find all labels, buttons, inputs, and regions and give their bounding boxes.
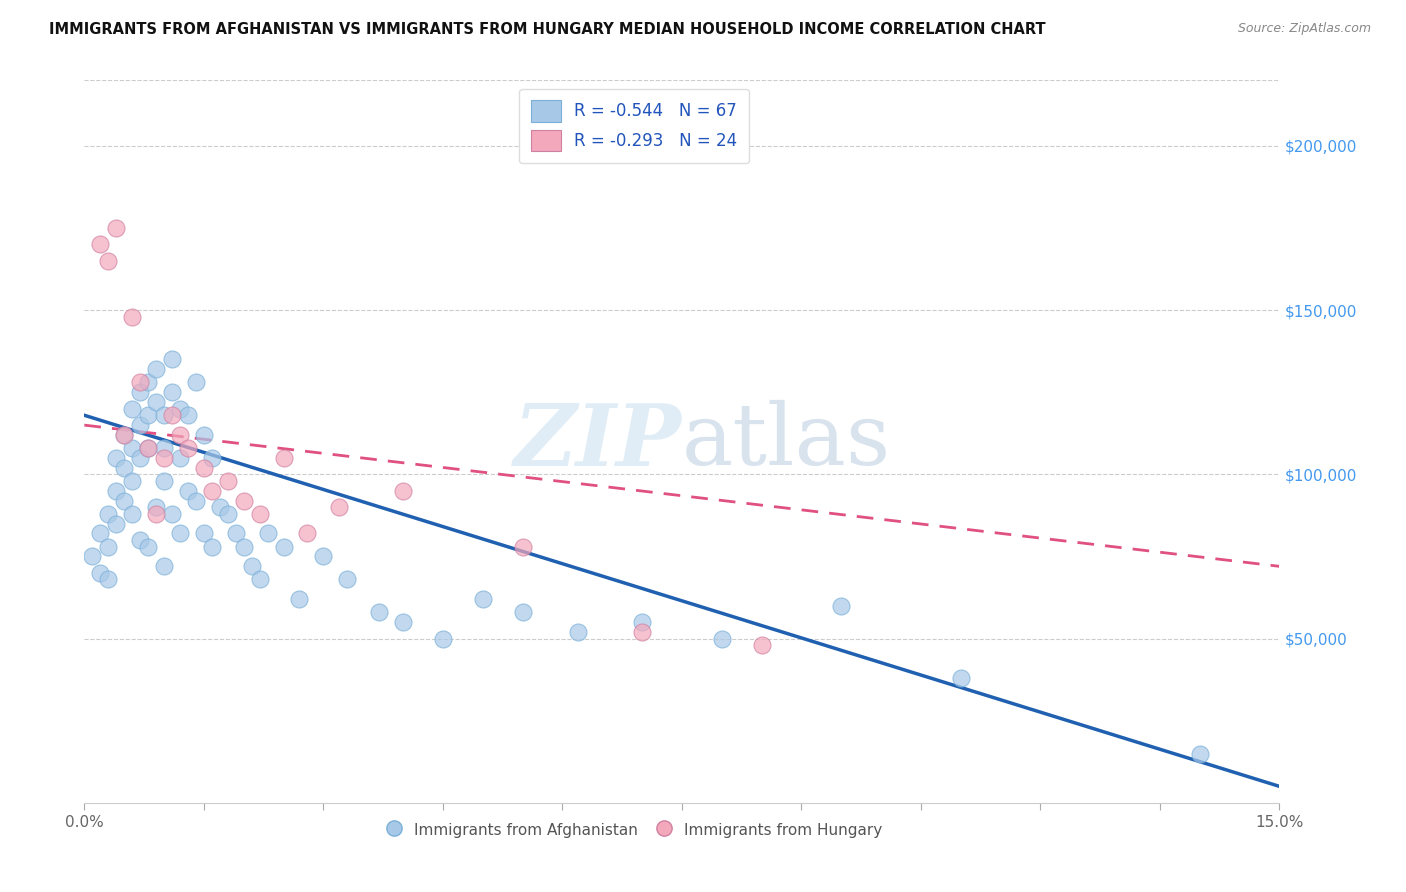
Point (121, 310, 143, 324)
Point (232, 540, 254, 554)
Point (177, 441, 200, 455)
Point (567, 625, 589, 640)
Point (232, 493, 254, 508)
Point (240, 559, 263, 574)
Point (105, 483, 128, 498)
Point (105, 516, 128, 531)
Point (129, 376, 152, 390)
Point (136, 441, 159, 455)
Point (112, 493, 135, 508)
Point (129, 533, 152, 547)
Point (512, 540, 534, 554)
Point (136, 376, 159, 390)
Point (177, 483, 200, 498)
Point (136, 409, 159, 423)
Point (153, 450, 176, 465)
Point (153, 409, 176, 423)
Point (631, 625, 654, 640)
Point (201, 483, 224, 498)
Text: ZIP: ZIP (515, 400, 682, 483)
Point (89, 237, 111, 252)
Point (160, 352, 183, 367)
Point (392, 483, 415, 498)
Point (145, 507, 167, 521)
Point (112, 460, 135, 475)
Point (89, 566, 111, 580)
Point (121, 441, 143, 455)
Point (217, 474, 239, 488)
Text: IMMIGRANTS FROM AFGHANISTAN VS IMMIGRANTS FROM HUNGARY MEDIAN HOUSEHOLD INCOME C: IMMIGRANTS FROM AFGHANISTAN VS IMMIGRANT… (49, 22, 1046, 37)
Point (112, 428, 135, 442)
Point (169, 428, 191, 442)
Point (121, 401, 143, 416)
Point (184, 493, 207, 508)
Point (145, 362, 167, 376)
Point (328, 500, 350, 515)
Point (121, 474, 143, 488)
Point (1188, 747, 1211, 761)
Point (129, 418, 152, 433)
Point (193, 428, 215, 442)
Point (201, 540, 224, 554)
Point (105, 221, 128, 235)
Point (217, 507, 239, 521)
Point (112, 428, 135, 442)
Point (136, 540, 159, 554)
Text: atlas: atlas (682, 400, 891, 483)
Point (97, 573, 120, 587)
Point (136, 441, 159, 455)
Point (129, 450, 152, 465)
Point (336, 573, 359, 587)
Point (471, 592, 494, 607)
Point (368, 605, 391, 619)
Point (432, 632, 454, 646)
Point (312, 549, 335, 564)
Point (392, 615, 415, 630)
Point (273, 540, 295, 554)
Point (160, 385, 183, 400)
Point (751, 638, 773, 652)
Point (225, 526, 247, 541)
Point (169, 526, 191, 541)
Point (710, 632, 733, 646)
Point (97, 540, 120, 554)
Point (193, 460, 215, 475)
Point (249, 573, 271, 587)
Text: Source: ZipAtlas.com: Source: ZipAtlas.com (1237, 22, 1371, 36)
Point (288, 592, 311, 607)
Point (160, 507, 183, 521)
Point (297, 526, 319, 541)
Point (201, 450, 224, 465)
Point (169, 450, 191, 465)
Point (184, 376, 207, 390)
Point (105, 450, 128, 465)
Point (949, 671, 972, 685)
Point (177, 409, 200, 423)
Point (121, 507, 143, 521)
Point (512, 605, 534, 619)
Point (256, 526, 278, 541)
Point (208, 500, 231, 515)
Point (830, 599, 852, 613)
Point (273, 450, 295, 465)
Point (153, 441, 176, 455)
Legend: Immigrants from Afghanistan, Immigrants from Hungary: Immigrants from Afghanistan, Immigrants … (380, 815, 889, 846)
Point (145, 500, 167, 515)
Point (145, 395, 167, 409)
Point (97, 253, 120, 268)
Point (82, 549, 104, 564)
Y-axis label: Median Household Income: Median Household Income (0, 350, 7, 533)
Point (169, 401, 191, 416)
Point (89, 526, 111, 541)
Point (193, 526, 215, 541)
Point (153, 559, 176, 574)
Point (129, 385, 152, 400)
Point (249, 507, 271, 521)
Point (160, 409, 183, 423)
Point (97, 507, 120, 521)
Point (631, 615, 654, 630)
Point (153, 474, 176, 488)
